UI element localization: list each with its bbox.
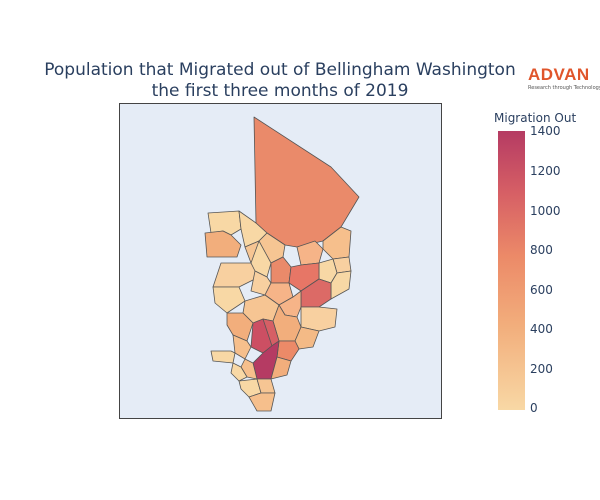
region-south-5	[270, 356, 292, 380]
map-title-line1: Population that Migrated out of Bellingh…	[44, 60, 516, 80]
region-west-coast	[204, 230, 242, 258]
region-west-low	[212, 286, 246, 314]
region-south-tip	[248, 392, 276, 412]
advan-logo: ADVAN Research through Technology	[528, 65, 600, 92]
logo-name: ADVAN	[528, 65, 590, 84]
colorbar-tick: 1000	[530, 204, 561, 218]
region-east-1	[296, 240, 324, 266]
colorbar-tick: 1200	[530, 164, 561, 178]
colorbar-tick: 0	[530, 401, 538, 415]
colorbar	[498, 131, 525, 410]
region-south-6	[230, 362, 248, 382]
map-title-line2: the first three months of 2019	[151, 81, 409, 101]
colorbar-tick: 400	[530, 322, 553, 336]
region-east-5	[330, 270, 352, 300]
region-southwest-coast	[210, 350, 236, 364]
region-south-4	[240, 358, 258, 380]
colorbar-tick: 800	[530, 243, 553, 257]
choropleth-map[interactable]	[119, 103, 442, 419]
region-east-low	[300, 306, 338, 332]
map-svg	[204, 116, 360, 412]
colorbar-tick: 200	[530, 362, 553, 376]
colorbar-tick: 1400	[530, 124, 561, 138]
region-west-mid	[212, 262, 260, 288]
map-title: Population that Migrated out of Bellingh…	[0, 60, 560, 102]
legend-title: Migration Out	[494, 111, 577, 125]
region-south-west-2	[232, 334, 252, 360]
colorbar-tick: 600	[530, 283, 553, 297]
logo-tagline: Research through Technology	[528, 85, 600, 91]
